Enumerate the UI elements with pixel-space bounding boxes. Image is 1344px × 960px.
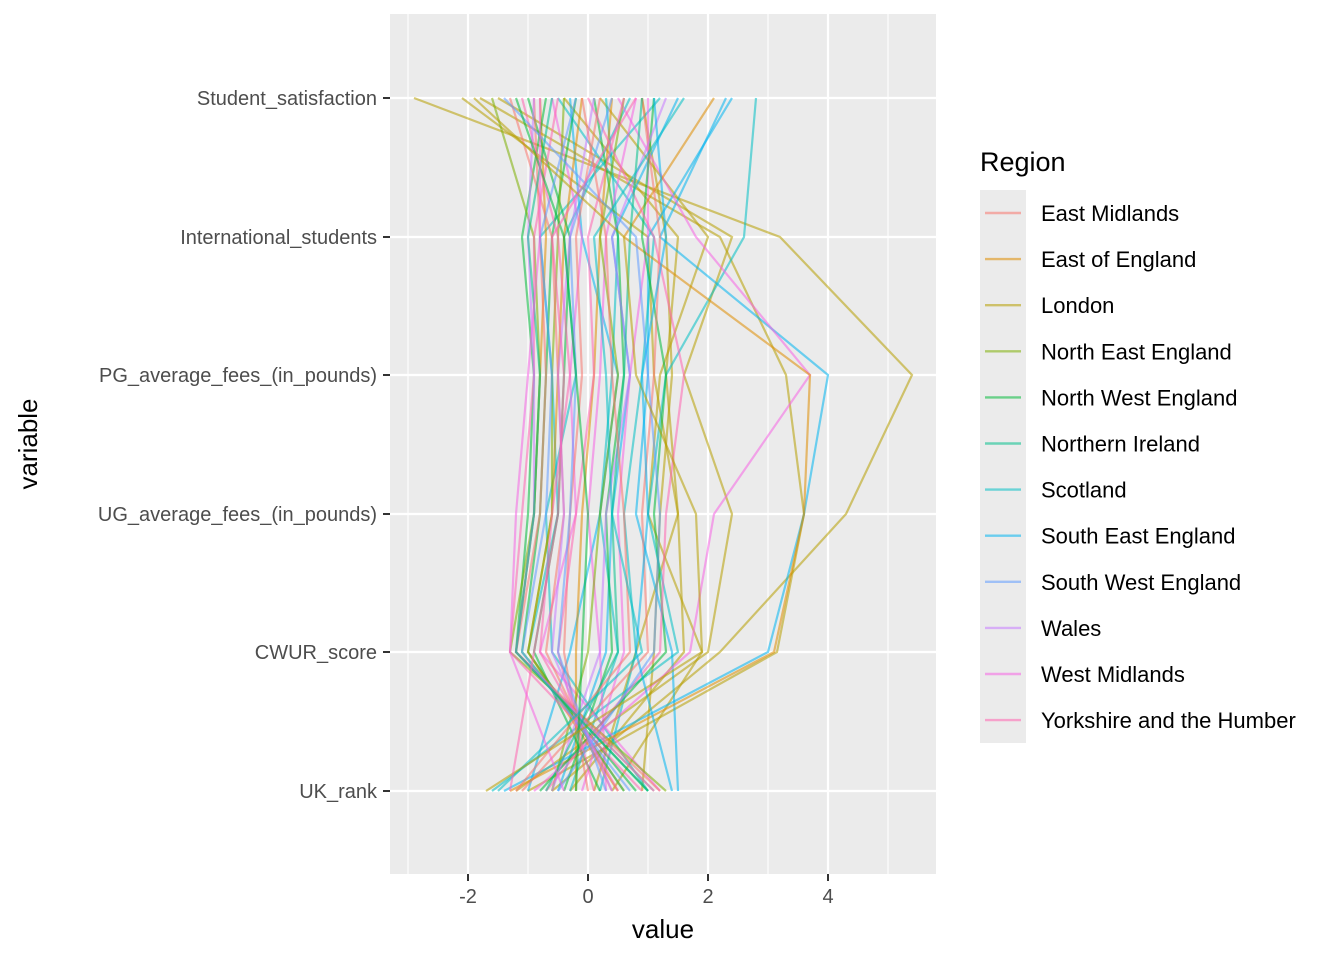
series-line-46 (514, 97, 649, 792)
series-line-54 (634, 97, 674, 792)
legend-label: North East England (1041, 339, 1232, 364)
series-line-1 (479, 97, 806, 792)
series-line-7 (503, 97, 830, 792)
legend-key-background (980, 190, 1026, 743)
series-line-41 (503, 97, 662, 792)
series-line-10 (556, 97, 679, 792)
series-lines (413, 96, 914, 792)
legend-label: West Midlands (1041, 662, 1185, 687)
series-line-37 (508, 97, 643, 792)
series-line-20 (509, 97, 812, 792)
legend-label: Scotland (1041, 478, 1127, 503)
panel-background (390, 14, 936, 874)
series-line-48 (515, 97, 632, 792)
series-line-2 (497, 97, 734, 792)
x-axis: -2 0 2 4 (459, 874, 834, 908)
series-line-0 (413, 96, 914, 792)
legend-title: Region (980, 147, 1066, 177)
x-tick-label: 0 (582, 886, 593, 908)
x-axis-title: value (632, 914, 694, 944)
legend-label: London (1041, 293, 1114, 318)
y-tick-label: CWUR_score (255, 642, 377, 664)
y-tick-label: Student_satisfaction (197, 88, 377, 110)
y-tick-label: UK_rank (299, 781, 378, 803)
series-line-31 (526, 97, 625, 792)
legend: Region East Midlands East of England Londo… (980, 147, 1296, 743)
legend-label: Northern Ireland (1041, 432, 1200, 457)
series-line-52 (508, 97, 637, 792)
series-line-53 (508, 98, 566, 792)
legend-label: Wales (1041, 616, 1101, 641)
series-line-11 (491, 97, 758, 792)
series-line-34 (562, 97, 602, 792)
series-line-51 (473, 97, 704, 792)
legend-label: South East England (1041, 524, 1235, 549)
y-tick-label: PG_average_fees_(in_pounds) (99, 365, 377, 387)
legend-entries: East Midlands East of England London North … (985, 201, 1296, 733)
series-line-8 (634, 97, 733, 792)
series-line-42 (556, 97, 614, 792)
legend-label: East of England (1041, 247, 1196, 272)
x-tick-label: -2 (459, 886, 477, 908)
series-line-32 (521, 97, 662, 792)
legend-label: South West England (1041, 570, 1241, 595)
legend-label: North West England (1041, 385, 1237, 410)
series-line-19 (586, 97, 638, 792)
y-tick-label: International_students (180, 227, 377, 249)
legend-label: Yorkshire and the Humber (1041, 708, 1296, 733)
series-line-38 (556, 97, 626, 792)
series-line-49 (514, 97, 590, 792)
y-tick-label: UG_average_fees_(in_pounds) (98, 504, 377, 526)
x-tick-label: 4 (822, 886, 833, 908)
x-tick-label: 2 (702, 886, 713, 908)
legend-label: East Midlands (1041, 201, 1179, 226)
y-axis-title: variable (13, 398, 43, 489)
y-axis: Student_satisfaction International_studen… (98, 88, 390, 803)
series-line-50 (497, 97, 685, 792)
